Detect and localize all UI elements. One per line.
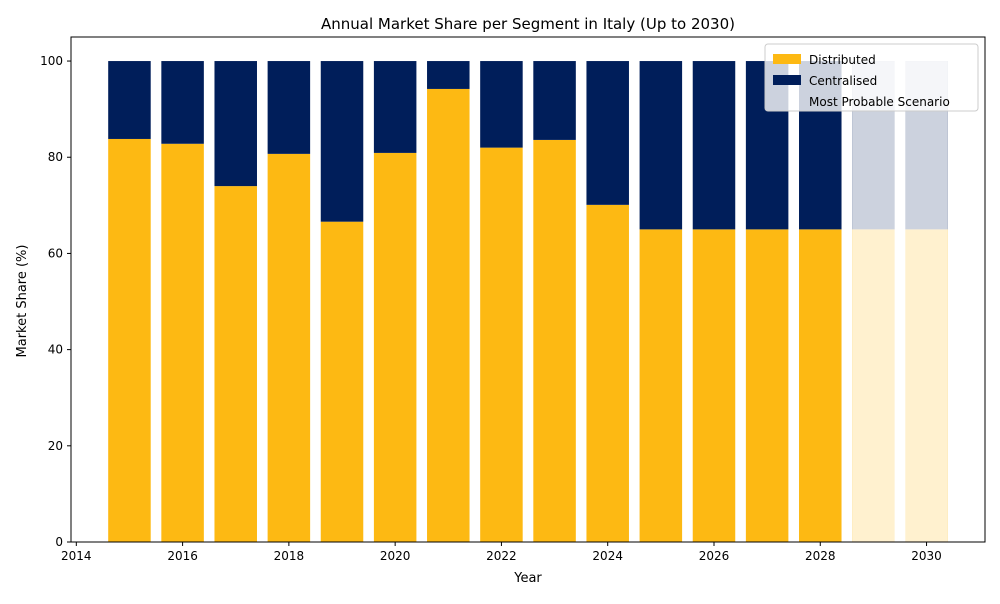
x-tick-label-2020: 2020 bbox=[380, 549, 411, 563]
chart-title: Annual Market Share per Segment in Italy… bbox=[321, 15, 735, 33]
legend-swatch-centralised bbox=[773, 75, 801, 85]
bar-distributed-2018 bbox=[267, 153, 311, 542]
x-tick-label-2030: 2030 bbox=[911, 549, 942, 563]
bar-centralised-2025 bbox=[639, 61, 683, 230]
bar-distributed-2015 bbox=[108, 138, 151, 542]
x-tick-label-2024: 2024 bbox=[592, 549, 623, 563]
bar-distributed-2024 bbox=[586, 204, 629, 542]
bar-centralised-2018 bbox=[267, 61, 311, 154]
legend-label-centralised: Centralised bbox=[809, 74, 877, 88]
bar-distributed-2026 bbox=[692, 229, 736, 542]
x-axis-label: Year bbox=[513, 571, 542, 586]
x-tick-label-2014: 2014 bbox=[61, 549, 92, 563]
y-tick-label-60: 60 bbox=[48, 246, 63, 260]
x-tick-label-2028: 2028 bbox=[805, 549, 836, 563]
x-tick-label-2026: 2026 bbox=[699, 549, 730, 563]
bar-distributed-2020 bbox=[373, 152, 417, 542]
y-tick-label-100: 100 bbox=[40, 54, 63, 68]
bar-distributed-2023 bbox=[533, 139, 576, 542]
bar-centralised-2016 bbox=[161, 61, 204, 144]
x-tick-label-2018: 2018 bbox=[274, 549, 305, 563]
axes-group: 2014 2016 2018 2020 2022 2024 2026 2028 2030 0 20 4… bbox=[40, 36, 986, 563]
bar-distributed-2025 bbox=[639, 229, 683, 542]
bar-centralised-2023 bbox=[533, 61, 576, 140]
bar-distributed-2021 bbox=[427, 88, 470, 542]
bar-centralised-2017 bbox=[214, 61, 257, 187]
bar-centralised-2024 bbox=[586, 61, 629, 205]
bar-distributed-2027 bbox=[745, 229, 789, 542]
scenario-band-rect bbox=[852, 61, 948, 543]
bar-distributed-2017 bbox=[214, 186, 257, 542]
legend: Distributed Centralised Most Probable Scen… bbox=[764, 43, 979, 112]
bar-centralised-2015 bbox=[108, 61, 151, 139]
bar-centralised-2026 bbox=[692, 61, 736, 230]
legend-label-distributed: Distributed bbox=[809, 53, 876, 67]
scenario-band-group bbox=[852, 61, 948, 543]
y-tick-label-20: 20 bbox=[48, 439, 63, 453]
x-tick-label-2022: 2022 bbox=[486, 549, 517, 563]
bar-distributed-2022 bbox=[480, 147, 523, 542]
y-tick-label-80: 80 bbox=[48, 150, 63, 164]
bar-centralised-2022 bbox=[480, 61, 523, 148]
bar-centralised-2020 bbox=[373, 61, 417, 153]
bar-centralised-2019 bbox=[320, 61, 364, 222]
legend-swatch-distributed bbox=[773, 54, 801, 64]
bar-distributed-2016 bbox=[161, 143, 204, 542]
bar-centralised-2021 bbox=[427, 61, 470, 89]
legend-label-scenario: Most Probable Scenario bbox=[809, 95, 950, 109]
plot-frame bbox=[70, 36, 986, 543]
bar-distributed-2019 bbox=[320, 221, 364, 542]
bars-group bbox=[108, 61, 948, 542]
bar-distributed-2028 bbox=[799, 229, 842, 542]
y-axis-label: Market Share (%) bbox=[15, 245, 30, 358]
y-tick-label-0: 0 bbox=[55, 535, 63, 549]
legend-frame bbox=[764, 43, 979, 112]
x-tick-label-2016: 2016 bbox=[167, 549, 198, 563]
y-tick-label-40: 40 bbox=[48, 343, 63, 357]
